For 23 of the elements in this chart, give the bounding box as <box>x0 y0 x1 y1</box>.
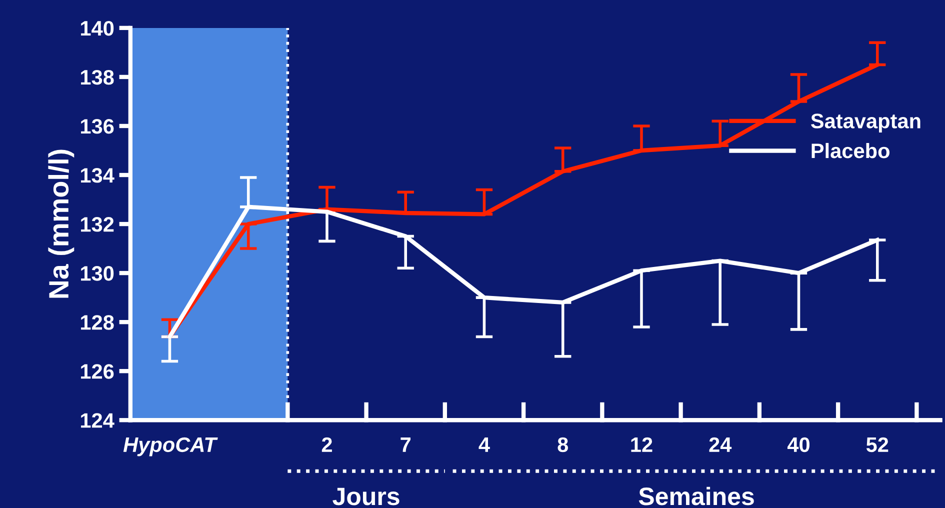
text: Jours <box>332 488 400 506</box>
y-tick-label: 134 <box>80 168 114 183</box>
x-tick-label: 2 <box>322 437 332 452</box>
text: Semaines <box>638 486 754 506</box>
y-tick-label: 128 <box>80 315 114 330</box>
y-tick-label: 138 <box>80 70 114 85</box>
x-tick-label: 7 <box>400 438 410 452</box>
y-tick-label: 140 <box>80 20 114 36</box>
y-tick-label: 126 <box>80 364 114 379</box>
y-tick-label: 136 <box>80 118 114 134</box>
y-axis-title: Na (mmol/l) <box>48 150 74 298</box>
x-tick-label: 52 <box>866 437 888 452</box>
x-tick-label: 40 <box>787 437 810 452</box>
y-tick-label: 132 <box>80 217 114 232</box>
x-tick-label: 12 <box>631 437 652 452</box>
y-tick-label: 124 <box>80 413 114 428</box>
x-tick-label: 8 <box>558 437 568 452</box>
x-tick-label: 4 <box>478 438 490 452</box>
legend-label: Placebo <box>812 142 890 158</box>
x-tick-label: 24 <box>709 437 732 452</box>
x-tick-label: HypoCAT <box>123 437 218 456</box>
legend-label: Satavaptan <box>810 114 920 133</box>
y-tick-label: 130 <box>80 266 114 281</box>
